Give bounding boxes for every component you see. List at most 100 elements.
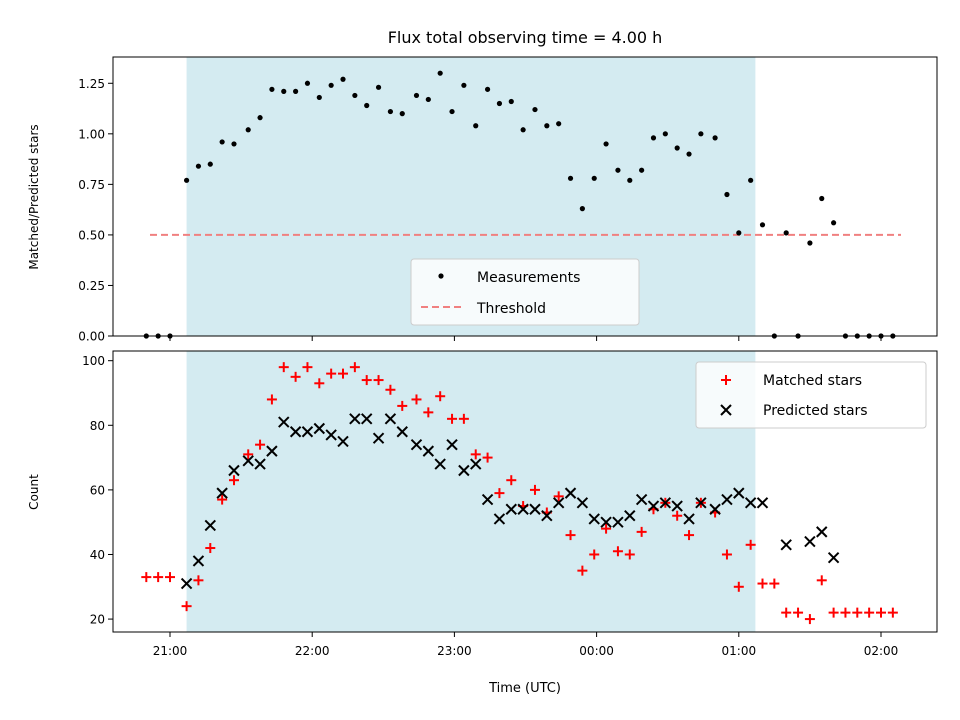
predicted-point (242, 455, 254, 467)
measurement-point (340, 76, 346, 82)
predicted-point (361, 413, 373, 425)
predicted-point-b (470, 458, 482, 470)
x-axis-label: Time (UTC) (488, 681, 561, 696)
predicted-point-b (517, 503, 529, 515)
predicted-point-b (588, 513, 600, 525)
measurement-point (544, 123, 550, 129)
observing-window-span (186, 351, 756, 632)
matched-point (684, 530, 695, 541)
predicted-point (529, 503, 541, 515)
predicted-point-b (254, 458, 266, 470)
measurement-point (627, 177, 633, 183)
predicted-point (635, 493, 648, 506)
measurement-point (615, 167, 621, 173)
predicted-point (576, 497, 589, 509)
matched-point (458, 413, 469, 424)
matched-point (672, 510, 683, 521)
legend-predicted-marker-b (720, 404, 732, 416)
y-tick-label: 0.00 (78, 330, 105, 344)
predicted-point (422, 445, 435, 457)
measurement-point (183, 177, 190, 183)
matched-point (243, 449, 254, 460)
legend-measurement-marker (438, 273, 444, 279)
legend: Measurements Threshold (410, 258, 640, 326)
predicted-point-b (624, 510, 636, 522)
predicted-point (216, 487, 228, 499)
predicted-point (541, 510, 553, 522)
matched-point (864, 607, 875, 618)
matched-point (482, 452, 493, 463)
predicted-point (266, 445, 278, 457)
matched-point (397, 400, 408, 411)
measurement-point (650, 135, 657, 141)
y-tick-label: 0.25 (78, 279, 105, 293)
predicted-point-b (446, 438, 458, 451)
matched-point (816, 575, 827, 586)
y-tick-label: 1.25 (78, 77, 105, 91)
predicted-point-b (721, 493, 733, 506)
predicted-point-b (695, 497, 707, 509)
predicted-point-b (683, 513, 695, 525)
matched-point (553, 491, 564, 502)
predicted-point-b (659, 497, 672, 509)
predicted-point-b (564, 487, 577, 499)
measurement-point (269, 86, 275, 92)
predicted-point (756, 497, 769, 509)
predicted-point-b (422, 445, 435, 457)
measurement-point (484, 86, 491, 92)
predicted-point-b (349, 413, 361, 425)
predicted-point-b (709, 503, 721, 515)
predicted-point (744, 497, 757, 509)
predicted-point-b (541, 510, 553, 522)
predicted-point-b (396, 426, 408, 438)
y-tick-label: 0.75 (78, 178, 105, 192)
predicted-point (721, 493, 733, 506)
ratio-panel-ylabel: Matched/Predicted stars (27, 124, 41, 269)
measurement-point (686, 151, 692, 157)
matched-point (769, 578, 780, 589)
x-tick-label: 22:00 (295, 644, 330, 658)
predicted-point-b (804, 535, 816, 548)
measurement-point (387, 108, 394, 115)
predicted-point (481, 493, 494, 506)
matched-point (373, 375, 384, 386)
matched-point (302, 362, 313, 373)
predicted-point-b (458, 464, 470, 477)
predicted-point-b (384, 413, 397, 425)
predicted-point (671, 500, 683, 512)
predicted-point-b (756, 497, 769, 509)
matched-point (411, 394, 422, 405)
matched-point (529, 484, 540, 495)
predicted-point (517, 503, 529, 515)
predicted-point (349, 413, 361, 425)
predicted-point-b (192, 555, 205, 567)
matched-point (228, 475, 239, 486)
matched-point (601, 523, 612, 534)
legend: Matched stars Predicted stars (695, 361, 927, 429)
plot-frame (112, 350, 938, 633)
legend-predicted-marker (720, 404, 732, 416)
predicted-point-b (325, 429, 337, 441)
measurement-point (207, 161, 213, 167)
matched-point (255, 439, 266, 450)
measurement-point (316, 94, 322, 101)
predicted-point-b (361, 413, 373, 425)
legend-predicted-label: Predicted stars (763, 403, 868, 419)
legend-box (410, 258, 640, 326)
matched-point (589, 549, 600, 560)
measurement-point (639, 167, 645, 173)
x-tick-label: 01:00 (722, 644, 757, 658)
measurement-point (219, 139, 225, 145)
measurement-point (399, 111, 405, 117)
measurement-point (293, 88, 299, 94)
y-tick-label: 60 (90, 483, 105, 497)
measurement-point (413, 92, 420, 99)
matched-point (385, 384, 396, 395)
predicted-point (325, 429, 337, 441)
x-tick-label: 23:00 (437, 644, 472, 658)
legend-box (695, 361, 927, 429)
matched-point (733, 581, 744, 592)
matched-point (828, 607, 839, 618)
legend-threshold-label: Threshold (476, 301, 546, 317)
y-tick-label: 100 (82, 354, 105, 368)
